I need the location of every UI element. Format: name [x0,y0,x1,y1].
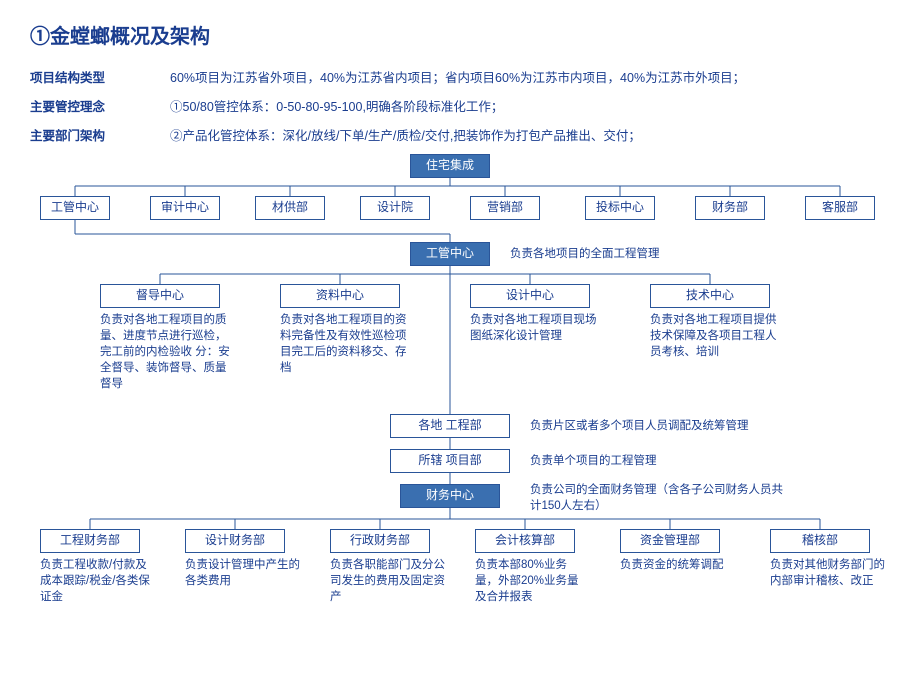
node-l4-head: 财务中心 [400,484,500,508]
desc-l4-head: 负责公司的全面财务管理（含各子公司财务人员共计150人左右） [530,482,790,514]
node-l4-3: 行政财务部 [330,529,430,553]
desc-l4-6: 负责对其他财务部门的内部审计稽核、改正 [770,557,885,589]
node-l2-2: 资料中心 [280,284,400,308]
page-title: ①金螳螂概况及架构 [30,20,890,49]
desc-l2-2: 负责对各地工程项目的资料完备性及有效性巡检项目完工后的资料移交、存档 [280,312,410,376]
desc-l4-5: 负责资金的统筹调配 [620,557,735,573]
info-label-1: 项目结构类型 [30,67,170,86]
node-l1-8: 客服部 [805,196,875,220]
node-l4-5: 资金管理部 [620,529,720,553]
connector-lines [30,154,890,654]
node-l1-3: 材供部 [255,196,325,220]
node-l3-1: 各地 工程部 [390,414,510,438]
node-l1-2: 审计中心 [150,196,220,220]
node-l1-6: 投标中心 [585,196,655,220]
info-row-3: 主要部门架构 ②产品化管控体系：深化/放线/下单/生产/质检/交付,把装饰作为打… [30,125,890,144]
node-l2-4: 技术中心 [650,284,770,308]
node-l1-4: 设计院 [360,196,430,220]
info-label-2: 主要管控理念 [30,96,170,115]
node-l2-head: 工管中心 [410,242,490,266]
node-l4-1: 工程财务部 [40,529,140,553]
info-label-3: 主要部门架构 [30,125,170,144]
info-value-1: 60%项目为江苏省外项目，40%为江苏省内项目；省内项目60%为江苏市内项目，4… [170,67,890,86]
node-l1-5: 营销部 [470,196,540,220]
desc-l3-1: 负责片区或者多个项目人员调配及统筹管理 [530,418,810,434]
node-l1-7: 财务部 [695,196,765,220]
desc-l2-1: 负责对各地工程项目的质量、进度节点进行巡检，完工前的内检验收 分：安全督导、装饰… [100,312,230,392]
desc-l3-2: 负责单个项目的工程管理 [530,453,810,469]
desc-l4-3: 负责各职能部门及分公司发生的费用及固定资产 [330,557,445,605]
node-l1-1: 工管中心 [40,196,110,220]
node-top: 住宅集成 [410,154,490,178]
info-row-1: 项目结构类型 60%项目为江苏省外项目，40%为江苏省内项目；省内项目60%为江… [30,67,890,86]
node-l4-6: 稽核部 [770,529,870,553]
node-l3-2: 所辖 项目部 [390,449,510,473]
info-value-3: ②产品化管控体系：深化/放线/下单/生产/质检/交付,把装饰作为打包产品推出、交… [170,125,890,144]
desc-l4-1: 负责工程收款/付款及成本跟踪/税金/各类保证金 [40,557,155,605]
desc-l4-2: 负责设计管理中产生的各类费用 [185,557,300,589]
desc-l2-4: 负责对各地工程项目提供技术保障及各项目工程人员考核、培训 [650,312,780,360]
node-l4-2: 设计财务部 [185,529,285,553]
desc-l2-head: 负责各地项目的全面工程管理 [510,246,660,262]
info-value-2: ①50/80管控体系：0-50-80-95-100,明确各阶段标准化工作； [170,96,890,115]
desc-l2-3: 负责对各地工程项目现场图纸深化设计管理 [470,312,600,344]
node-l2-1: 督导中心 [100,284,220,308]
desc-l4-4: 负责本部80%业务量，外部20%业务量及合并报表 [475,557,590,605]
org-chart: 住宅集成 工管中心 审计中心 材供部 设计院 营销部 投标中心 财务部 客服部 … [30,154,890,654]
node-l2-3: 设计中心 [470,284,590,308]
info-row-2: 主要管控理念 ①50/80管控体系：0-50-80-95-100,明确各阶段标准… [30,96,890,115]
node-l4-4: 会计核算部 [475,529,575,553]
